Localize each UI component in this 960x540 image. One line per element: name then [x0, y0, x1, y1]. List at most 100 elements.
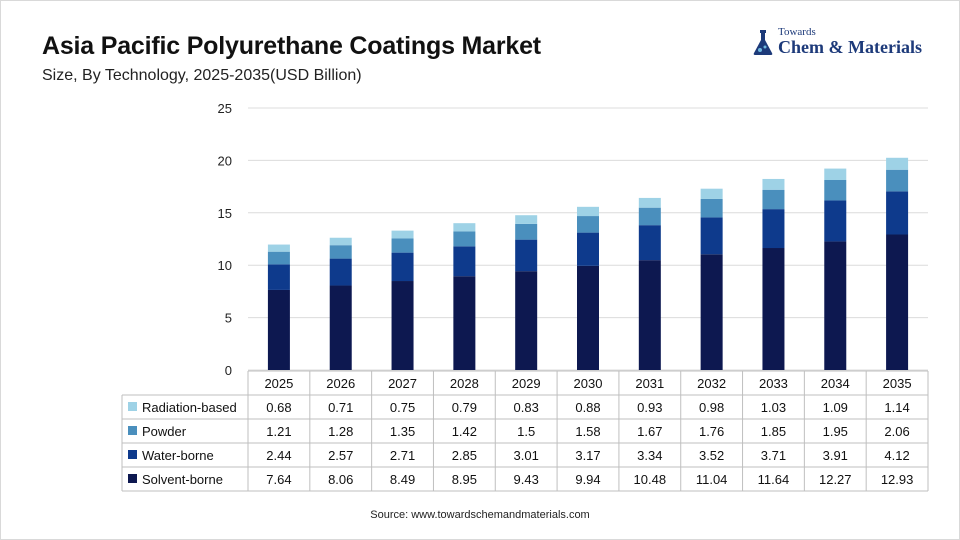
- bar-water-borne-2025: [267, 264, 290, 290]
- bar-radiation-based-2033: [762, 178, 785, 190]
- data-label: 2.71: [390, 448, 415, 463]
- bar-solvent-borne-2032: [700, 254, 723, 370]
- bar-water-borne-2031: [638, 225, 661, 261]
- data-label: 11.04: [696, 472, 728, 487]
- data-label: 11.64: [758, 472, 790, 487]
- bar-water-borne-2034: [824, 200, 847, 242]
- y-tick-label: 20: [218, 153, 232, 168]
- bar-radiation-based-2029: [515, 215, 538, 224]
- bar-radiation-based-2031: [638, 197, 661, 208]
- bar-powder-2031: [638, 207, 661, 226]
- bar-water-borne-2035: [886, 191, 909, 235]
- bar-powder-2026: [329, 245, 352, 259]
- data-label: 1.03: [761, 400, 786, 415]
- y-tick-label: 15: [218, 206, 232, 221]
- legend-swatch: [128, 402, 137, 411]
- bar-powder-2027: [391, 238, 414, 253]
- data-label: 9.43: [514, 472, 539, 487]
- data-label: 3.34: [637, 448, 662, 463]
- bar-water-borne-2032: [700, 217, 723, 255]
- bar-solvent-borne-2025: [267, 289, 290, 370]
- bar-solvent-borne-2027: [391, 281, 414, 370]
- bar-solvent-borne-2028: [453, 276, 476, 370]
- data-label: 3.52: [699, 448, 724, 463]
- bar-powder-2028: [453, 231, 476, 247]
- x-tick-label: 2030: [574, 376, 603, 391]
- data-label: 1.09: [823, 400, 848, 415]
- logo-small-text: Towards: [778, 26, 816, 38]
- y-tick-label: 0: [225, 363, 232, 378]
- data-label: 4.12: [884, 448, 909, 463]
- data-label: 1.5: [517, 424, 535, 439]
- data-label: 2.85: [452, 448, 477, 463]
- data-label: 1.76: [699, 424, 724, 439]
- legend-label: Powder: [142, 424, 187, 439]
- data-label: 1.14: [884, 400, 909, 415]
- flask-icon: [753, 30, 773, 55]
- logo-big-text: Chem & Materials: [778, 37, 922, 57]
- x-tick-label: 2034: [821, 376, 850, 391]
- bar-powder-2030: [577, 216, 599, 233]
- data-label: 0.79: [452, 400, 477, 415]
- x-tick-label: 2029: [512, 376, 541, 391]
- data-label: 0.68: [266, 400, 291, 415]
- bar-radiation-based-2027: [391, 230, 414, 239]
- bar-solvent-borne-2035: [886, 234, 909, 370]
- data-label: 3.01: [514, 448, 539, 463]
- y-tick-label: 25: [218, 101, 232, 116]
- bar-radiation-based-2035: [886, 157, 909, 170]
- source-note: Source: www.towardschemandmaterials.com: [370, 509, 590, 521]
- data-label: 8.06: [328, 472, 353, 487]
- data-label: 12.27: [819, 472, 852, 487]
- bar-radiation-based-2032: [700, 188, 723, 199]
- bar-powder-2034: [824, 179, 847, 201]
- legend-swatch: [128, 474, 137, 483]
- bar-water-borne-2028: [453, 246, 476, 277]
- x-tick-label: 2032: [697, 376, 726, 391]
- bar-solvent-borne-2026: [329, 285, 352, 370]
- chart-title: Asia Pacific Polyurethane Coatings Marke…: [42, 32, 541, 60]
- bar-solvent-borne-2029: [515, 271, 538, 370]
- data-label: 1.21: [266, 424, 291, 439]
- bar-radiation-based-2028: [453, 223, 476, 232]
- data-label: 2.44: [266, 448, 291, 463]
- data-label: 0.75: [390, 400, 415, 415]
- data-label: 8.49: [390, 472, 415, 487]
- bar-water-borne-2030: [577, 232, 599, 266]
- data-label: 1.28: [328, 424, 353, 439]
- legend-label: Radiation-based: [142, 400, 237, 415]
- data-label: 3.91: [823, 448, 848, 463]
- data-label: 1.58: [575, 424, 600, 439]
- x-tick-label: 2033: [759, 376, 788, 391]
- data-label: 0.83: [514, 400, 539, 415]
- data-label: 8.95: [452, 472, 477, 487]
- bar-water-borne-2027: [391, 252, 414, 282]
- data-label: 1.42: [452, 424, 477, 439]
- data-label: 1.35: [390, 424, 415, 439]
- data-label: 0.93: [637, 400, 662, 415]
- legend-swatch: [128, 426, 137, 435]
- data-label: 1.85: [761, 424, 786, 439]
- data-label: 2.06: [884, 424, 909, 439]
- data-label: 0.88: [575, 400, 600, 415]
- y-tick-label: 10: [218, 258, 232, 273]
- data-label: 12.93: [881, 472, 914, 487]
- x-tick-label: 2027: [388, 376, 417, 391]
- bar-powder-2033: [762, 189, 785, 210]
- bar-solvent-borne-2033: [762, 248, 785, 370]
- legend-label: Solvent-borne: [142, 472, 223, 487]
- bar-solvent-borne-2030: [577, 265, 599, 370]
- bar-radiation-based-2026: [329, 237, 352, 246]
- legend-swatch: [128, 450, 137, 459]
- data-label: 3.17: [575, 448, 600, 463]
- data-label: 2.57: [328, 448, 353, 463]
- y-tick-label: 5: [225, 311, 232, 326]
- data-label: 1.95: [823, 424, 848, 439]
- bar-water-borne-2033: [762, 209, 785, 249]
- x-tick-label: 2025: [264, 376, 293, 391]
- data-label: 9.94: [575, 472, 600, 487]
- chart-subtitle: Size, By Technology, 2025-2035(USD Billi…: [42, 67, 362, 84]
- bar-solvent-borne-2031: [638, 260, 661, 370]
- bar-powder-2035: [886, 169, 909, 192]
